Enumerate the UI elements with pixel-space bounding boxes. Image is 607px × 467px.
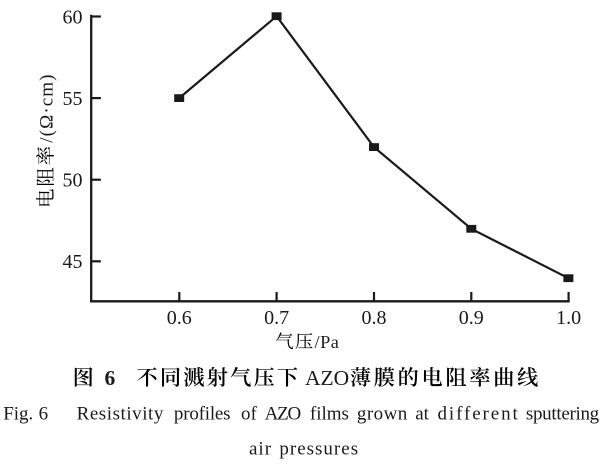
svg-text:60: 60	[63, 6, 83, 28]
svg-text:Fig.: Fig.	[3, 404, 33, 425]
svg-text:films: films	[310, 404, 349, 425]
svg-text:45: 45	[63, 251, 83, 273]
svg-text:Resistivity: Resistivity	[77, 404, 164, 425]
svg-text:6: 6	[39, 404, 49, 425]
svg-text:air pressures: air pressures	[249, 439, 359, 460]
svg-text:AZO: AZO	[305, 366, 349, 390]
svg-text:sputtering: sputtering	[526, 404, 600, 425]
svg-text:0.9: 0.9	[459, 307, 484, 329]
svg-text:0.6: 0.6	[167, 307, 192, 329]
svg-text:grown: grown	[357, 404, 408, 425]
svg-text:6: 6	[105, 366, 116, 390]
svg-text:/Pa: /Pa	[315, 332, 340, 352]
svg-text:1.0: 1.0	[556, 307, 581, 329]
svg-text:of: of	[241, 404, 258, 425]
svg-text:at: at	[415, 404, 429, 425]
svg-text:0.7: 0.7	[264, 307, 289, 329]
svg-text:AZO: AZO	[265, 404, 301, 425]
svg-text:profiles: profiles	[174, 404, 230, 425]
svg-text:50: 50	[63, 170, 83, 192]
svg-text:different: different	[438, 404, 520, 425]
svg-text:55: 55	[63, 88, 83, 110]
svg-text:/(Ω·cm): /(Ω·cm)	[37, 73, 58, 142]
svg-text:0.8: 0.8	[362, 307, 387, 329]
